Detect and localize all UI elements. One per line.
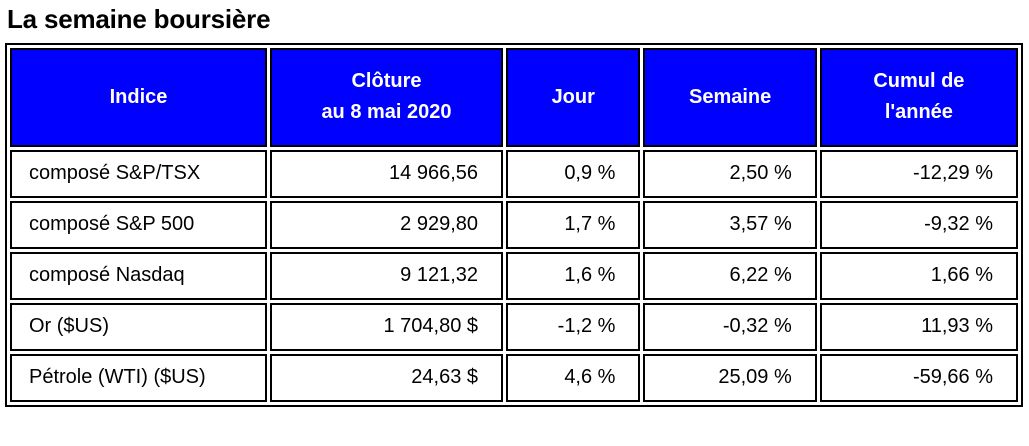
cell-indice: composé Nasdaq: [10, 251, 267, 300]
cell-semaine: 2,50 %: [643, 149, 817, 198]
cell-indice: Pétrole (WTI) ($US): [10, 353, 267, 402]
page: La semaine boursière Indice Clôture au 8…: [0, 5, 1029, 407]
cell-indice: Or ($US): [10, 302, 267, 351]
cell-semaine: 25,09 %: [643, 353, 817, 402]
cell-cloture: 14 966,56: [269, 149, 504, 198]
cell-jour: 1,6 %: [506, 251, 641, 300]
col-header-indice-label: Indice: [109, 85, 168, 108]
cell-jour: 1,7 %: [506, 200, 641, 249]
col-header-jour: Jour: [506, 47, 641, 147]
cell-semaine: 6,22 %: [643, 251, 817, 300]
col-header-cloture-line1: Clôture: [351, 70, 422, 93]
header-row: Indice Clôture au 8 mai 2020 Jour Semain…: [10, 47, 1018, 147]
cell-jour: 4,6 %: [506, 353, 641, 402]
col-header-semaine-label: Semaine: [688, 85, 772, 108]
cell-indice: composé S&P 500: [10, 200, 267, 249]
table-row: composé S&P 500 2 929,80 1,7 % 3,57 % -9…: [10, 200, 1018, 249]
cell-jour: 0,9 %: [506, 149, 641, 198]
col-header-cumul: Cumul de l'année: [819, 47, 1018, 147]
col-header-semaine: Semaine: [643, 47, 817, 147]
col-header-cloture-line2: au 8 mai 2020: [321, 101, 452, 124]
market-week-table: Indice Clôture au 8 mai 2020 Jour Semain…: [5, 42, 1023, 407]
col-header-indice: Indice: [10, 47, 267, 147]
cell-cumul: -12,29 %: [819, 149, 1018, 198]
cell-cloture: 2 929,80: [269, 200, 504, 249]
table-row: Or ($US) 1 704,80 $ -1,2 % -0,32 % 11,93…: [10, 302, 1018, 351]
cell-cumul: -9,32 %: [819, 200, 1018, 249]
cell-cumul: 11,93 %: [819, 302, 1018, 351]
cell-cloture: 1 704,80 $: [269, 302, 504, 351]
cell-jour: -1,2 %: [506, 302, 641, 351]
table-row: composé S&P/TSX 14 966,56 0,9 % 2,50 % -…: [10, 149, 1018, 198]
table-row: Pétrole (WTI) ($US) 24,63 $ 4,6 % 25,09 …: [10, 353, 1018, 402]
col-header-cumul-line1: Cumul de: [873, 70, 965, 93]
cell-indice: composé S&P/TSX: [10, 149, 267, 198]
cell-semaine: -0,32 %: [643, 302, 817, 351]
cell-cloture: 9 121,32: [269, 251, 504, 300]
col-header-jour-label: Jour: [551, 85, 595, 108]
cell-cumul: 1,66 %: [819, 251, 1018, 300]
cell-cumul: -59,66 %: [819, 353, 1018, 402]
cell-semaine: 3,57 %: [643, 200, 817, 249]
page-title: La semaine boursière: [7, 4, 271, 34]
col-header-cloture: Clôture au 8 mai 2020: [269, 47, 504, 147]
col-header-cumul-line2: l'année: [884, 101, 953, 124]
cell-cloture: 24,63 $: [269, 353, 504, 402]
table-row: composé Nasdaq 9 121,32 1,6 % 6,22 % 1,6…: [10, 251, 1018, 300]
